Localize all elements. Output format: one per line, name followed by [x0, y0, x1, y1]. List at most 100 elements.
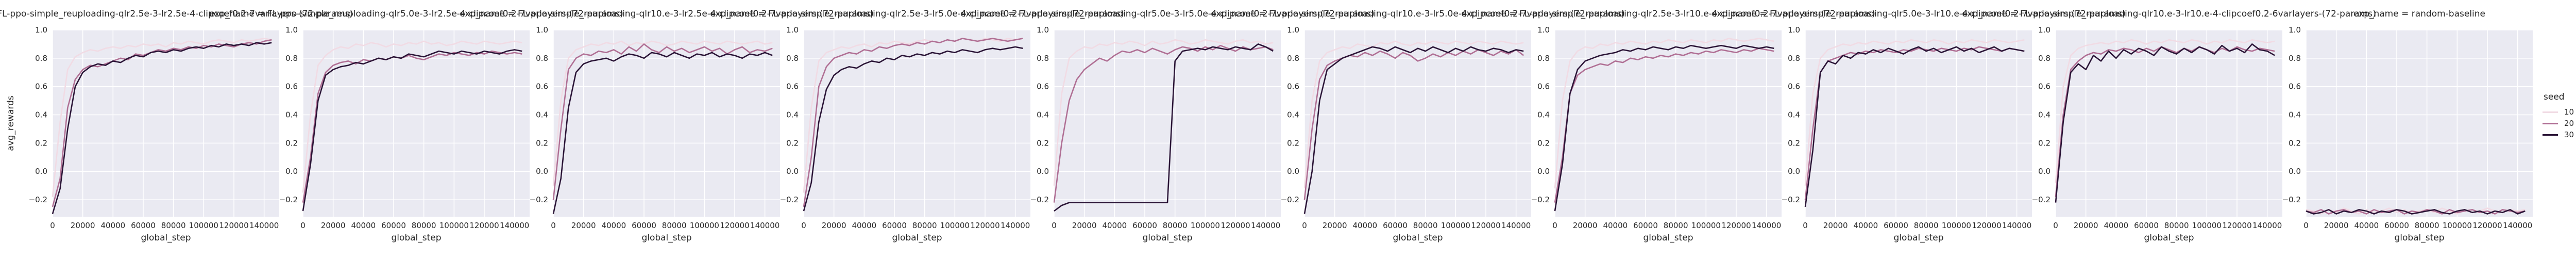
- series-line-seed-10: [1303, 40, 1524, 189]
- y-tick-label: 0.2: [1537, 138, 1550, 148]
- y-tick-label: 0.0: [1037, 167, 1049, 176]
- series-line-seed-30: [1554, 44, 1774, 212]
- facet-panel: 0 20000 40000 60000 80000 100000 120000 140000g…: [209, 9, 623, 243]
- facet-title: exp_name = random-baseline: [2353, 9, 2485, 19]
- x-tick-label: 80000: [1413, 221, 1438, 230]
- y-tick-label: 0.0: [2038, 167, 2050, 176]
- y-tick-label: 0.2: [1788, 138, 1800, 148]
- plot-background: [303, 30, 530, 217]
- series-line-seed-20: [2306, 208, 2526, 215]
- x-tick-label: 60000: [1132, 221, 1157, 230]
- x-axis-label: global_step: [391, 233, 441, 243]
- y-tick-label: −0.2: [1531, 195, 1550, 204]
- x-tick-label: 0: [300, 221, 306, 230]
- x-tick-label: 40000: [601, 221, 626, 230]
- series-line-seed-20: [552, 43, 773, 200]
- x-tick-label: 40000: [852, 221, 876, 230]
- y-tick-label: 0.2: [536, 138, 548, 148]
- x-tick-label: 40000: [1352, 221, 1377, 230]
- facet-panel: 0 20000 40000 60000 80000 100000 120000 140000g…: [460, 9, 874, 243]
- x-axis-label: global_step: [1643, 233, 1693, 243]
- legend-swatch: [2543, 134, 2558, 136]
- facet-panel: 0 20000 40000 60000 80000 100000 120000 140000g…: [1962, 9, 2376, 243]
- x-tick-label: 120000: [1972, 221, 2001, 230]
- x-tick-label: 140000: [2503, 221, 2532, 230]
- x-tick-label: 60000: [1884, 221, 1908, 230]
- y-tick-label: 0.8: [1287, 54, 1299, 63]
- x-tick-label: 0: [551, 221, 556, 230]
- x-tick-label: 0: [2053, 221, 2058, 230]
- x-axis-label: global_step: [892, 233, 942, 243]
- series-line-seed-10: [1804, 39, 2025, 186]
- y-tick-label: 0.0: [2289, 167, 2301, 176]
- x-tick-label: 140000: [500, 221, 529, 230]
- y-tick-label: 0.0: [285, 167, 298, 176]
- x-tick-label: 80000: [412, 221, 436, 230]
- series-line-seed-30: [1804, 46, 2025, 207]
- x-tick-label: 40000: [1853, 221, 1878, 230]
- x-tick-label: 100000: [690, 221, 719, 230]
- y-tick-label: 0.8: [1788, 54, 1800, 63]
- x-axis-label: global_step: [2144, 233, 2194, 243]
- y-tick-label: 0.6: [786, 82, 799, 91]
- y-tick-label: 0.4: [1788, 110, 1800, 120]
- x-tick-label: 100000: [1441, 221, 1470, 230]
- y-tick-label: 1.0: [2038, 25, 2050, 35]
- x-tick-label: 40000: [1603, 221, 1628, 230]
- y-tick-label: 0.4: [285, 110, 298, 120]
- series-line-seed-30: [302, 49, 522, 212]
- x-tick-label: 60000: [1383, 221, 1408, 230]
- x-tick-label: 120000: [1721, 221, 1751, 230]
- y-tick-label: 0.4: [536, 110, 548, 120]
- legend-swatch: [2543, 111, 2558, 113]
- x-axis-label: global_step: [141, 233, 191, 243]
- x-tick-label: 60000: [381, 221, 406, 230]
- y-tick-label: 0.2: [2038, 138, 2050, 148]
- series-line-seed-30: [2306, 208, 2526, 215]
- x-tick-label: 60000: [2384, 221, 2409, 230]
- x-tick-label: 100000: [1691, 221, 1721, 230]
- plot-background: [1555, 30, 1782, 217]
- facet-title: exp_name = FL-ppo-simple_reuploading-qlr…: [460, 9, 874, 19]
- legend-label: 30: [2564, 130, 2574, 139]
- facet-panel: 0 20000 40000 60000 80000 100000 120000 140000g…: [2282, 9, 2533, 243]
- x-tick-label: 120000: [2472, 221, 2502, 230]
- y-tick-label: 0.0: [35, 167, 47, 176]
- y-tick-label: 1.0: [1287, 25, 1299, 35]
- x-tick-label: 140000: [750, 221, 779, 230]
- series-line-seed-30: [1303, 46, 1524, 214]
- x-tick-label: 140000: [1251, 221, 1280, 230]
- facet-panel: 0 20000 40000 60000 80000 100000 120000 140000g…: [1211, 9, 1625, 243]
- y-tick-label: −0.2: [2282, 195, 2301, 204]
- x-tick-label: 120000: [1221, 221, 1250, 230]
- y-tick-label: 1.0: [536, 25, 548, 35]
- x-tick-label: 100000: [1191, 221, 1220, 230]
- y-tick-label: 0.2: [2289, 138, 2301, 148]
- y-tick-label: 0.2: [35, 138, 47, 148]
- x-tick-label: 20000: [1323, 221, 1347, 230]
- plot-background: [1805, 30, 2032, 217]
- x-tick-label: 20000: [2074, 221, 2098, 230]
- x-tick-label: 0: [1302, 221, 1307, 230]
- y-axis-label: avg_rewards: [6, 95, 16, 151]
- x-tick-label: 80000: [1163, 221, 1188, 230]
- facet-panel: 0 20000 40000 60000 80000 100000 120000 140000g…: [0, 9, 353, 243]
- plot-background: [53, 30, 279, 217]
- legend-item: 20: [2543, 118, 2576, 129]
- facet-panel: 0 20000 40000 60000 80000 100000 120000 140000g…: [1461, 9, 1875, 243]
- y-tick-label: 0.4: [35, 110, 47, 120]
- x-tick-label: 0: [801, 221, 806, 230]
- x-tick-label: 20000: [571, 221, 596, 230]
- plot-background: [804, 30, 1030, 217]
- facet-panel: 0 20000 40000 60000 80000 100000 120000 140000g…: [1711, 9, 2126, 243]
- series-line-seed-30: [552, 52, 773, 214]
- y-tick-label: −0.2: [530, 195, 548, 204]
- series-line-seed-20: [52, 39, 272, 207]
- y-tick-label: 1.0: [1788, 25, 1800, 35]
- series-line-seed-20: [302, 50, 522, 203]
- y-tick-label: 0.6: [1788, 82, 1800, 91]
- facet-title: exp_name = FL-ppo-simple_reuploading-qlr…: [1211, 9, 1625, 19]
- y-tick-label: 0.6: [285, 82, 298, 91]
- x-tick-label: 120000: [469, 221, 499, 230]
